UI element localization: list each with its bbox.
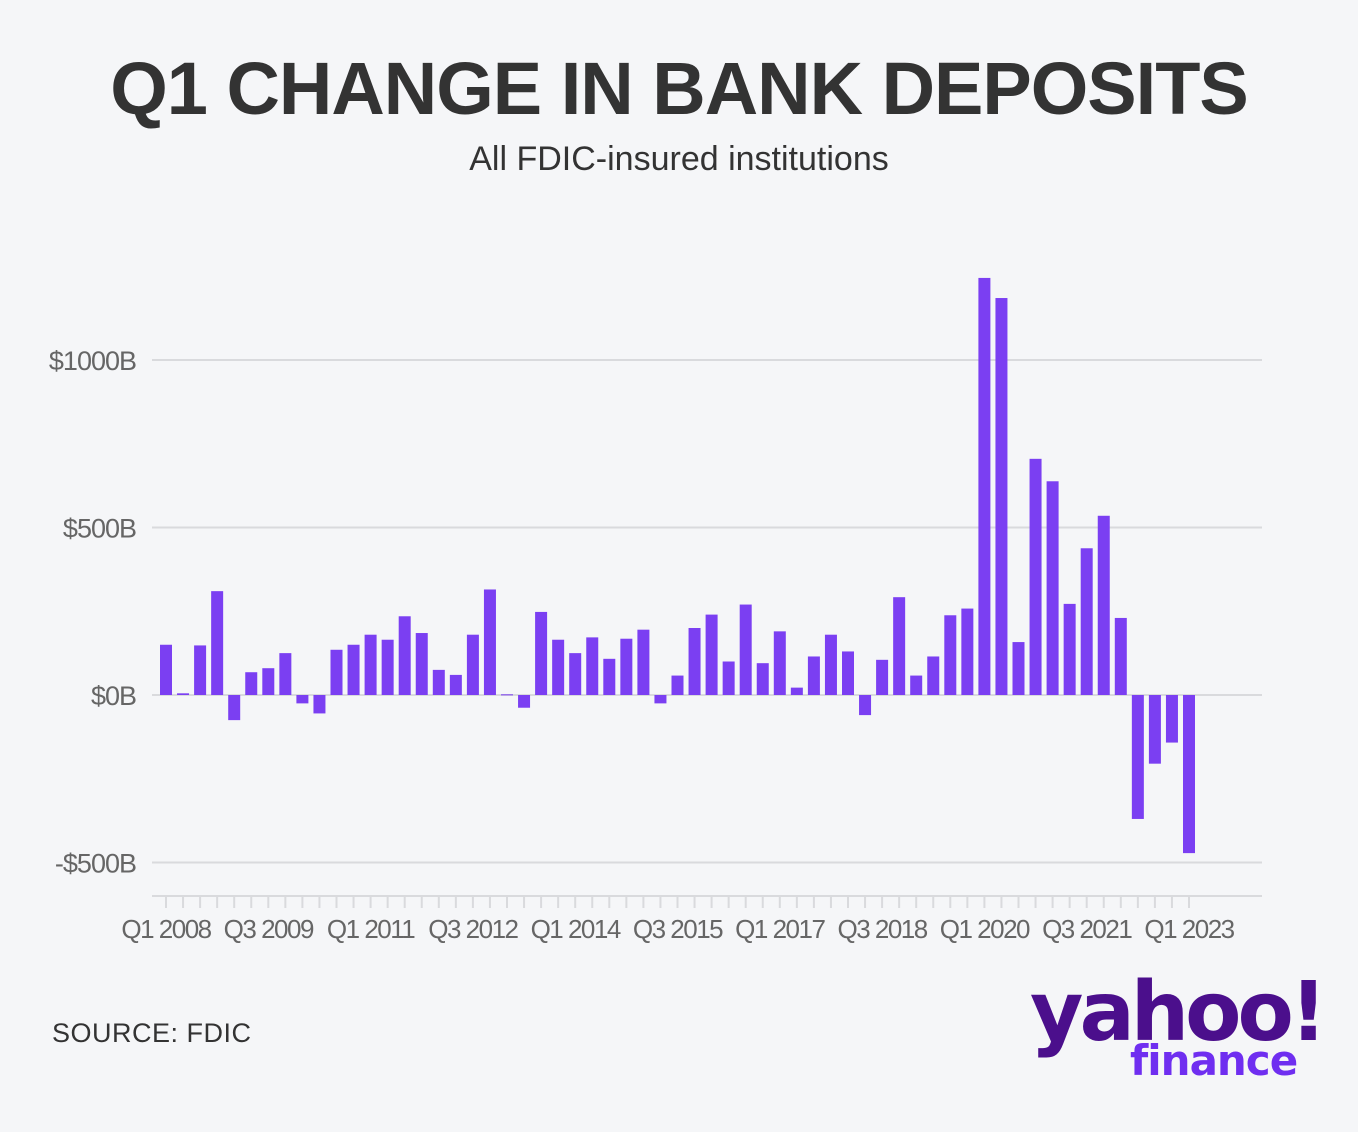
x-tick-label: Q3 2012 [428, 914, 518, 944]
y-tick-label: $1000B [49, 346, 136, 376]
bar [432, 669, 445, 695]
y-axis-labels: $1000B $500B $0B -$500B [49, 346, 137, 879]
chart-subtitle: All FDIC-insured institutions [469, 140, 889, 178]
bar [978, 277, 991, 695]
gridlines [152, 359, 1262, 864]
bar [211, 591, 224, 695]
bar [1131, 695, 1144, 819]
logo-yahoo-text: yahoo! [1030, 965, 1327, 1060]
bar [790, 687, 803, 695]
x-tick-label: Q3 2015 [633, 914, 723, 944]
bar [756, 663, 769, 695]
bar [330, 649, 343, 695]
bar [654, 695, 667, 704]
bar [1114, 617, 1127, 695]
bar [279, 653, 292, 695]
y-tick-label: $0B [91, 681, 136, 711]
x-tick-label: Q1 2023 [1144, 914, 1234, 944]
bar [518, 695, 531, 708]
bar [466, 634, 479, 695]
y-tick-label: $500B [63, 514, 136, 544]
bar [807, 656, 820, 695]
bar [671, 675, 684, 695]
bar [483, 589, 496, 695]
x-tick-label: Q1 2017 [735, 914, 825, 944]
x-tick-label: Q1 2011 [327, 914, 415, 944]
bar [449, 674, 462, 695]
bar [1148, 695, 1161, 764]
bar [1012, 642, 1025, 695]
bar [910, 675, 923, 695]
bar [739, 604, 752, 695]
bars [160, 277, 1195, 854]
bar [194, 645, 207, 695]
bar [944, 615, 957, 695]
bar [1046, 481, 1059, 695]
bar [1063, 603, 1076, 695]
bar [313, 695, 326, 714]
bar [893, 597, 906, 695]
x-axis: Q1 2008 Q3 2009 Q1 2011 Q3 2012 Q1 2014 Q3 20… [121, 895, 1262, 944]
bar [1165, 695, 1178, 743]
bar [296, 695, 309, 704]
bar [1097, 515, 1110, 695]
bar [1183, 695, 1195, 854]
bar [347, 644, 360, 695]
logo-finance-text: finance [1130, 1036, 1298, 1085]
x-tick-label: Q3 2018 [837, 914, 927, 944]
x-tick-label: Q1 2008 [121, 914, 211, 944]
bar [688, 628, 701, 695]
bar [501, 694, 513, 696]
bar [620, 638, 633, 695]
bar [859, 695, 872, 716]
bar [927, 656, 940, 695]
bar [961, 608, 974, 695]
yahoo-finance-logo: yahoo! finance [1030, 965, 1327, 1092]
bar [398, 616, 411, 695]
bar [824, 634, 837, 695]
bar [160, 644, 172, 695]
bar [262, 668, 275, 695]
bar [228, 695, 241, 721]
bar [995, 298, 1008, 695]
bar [245, 672, 258, 695]
bar [637, 629, 650, 695]
bar [177, 693, 190, 695]
chart-title: Q1 CHANGE IN BANK DEPOSITS [110, 47, 1249, 130]
bar [1029, 458, 1042, 695]
bar [722, 661, 735, 695]
bar [364, 634, 377, 695]
x-tick-label: Q3 2009 [224, 914, 314, 944]
bar [773, 631, 786, 695]
y-tick-label: -$500B [55, 849, 136, 879]
bar [603, 658, 616, 695]
bar [535, 611, 548, 695]
x-tick-label: Q3 2021 [1042, 914, 1132, 944]
bar [842, 651, 854, 695]
bar [381, 639, 394, 695]
x-tick-label: Q1 2014 [531, 914, 621, 944]
x-tick-label: Q1 2020 [940, 914, 1030, 944]
bar [415, 633, 428, 695]
bar [876, 659, 889, 695]
bar [586, 637, 599, 695]
bar [1080, 548, 1093, 695]
bar [569, 653, 582, 695]
bar [552, 639, 565, 695]
bar [705, 614, 718, 695]
source-note: SOURCE: FDIC [52, 1018, 252, 1048]
